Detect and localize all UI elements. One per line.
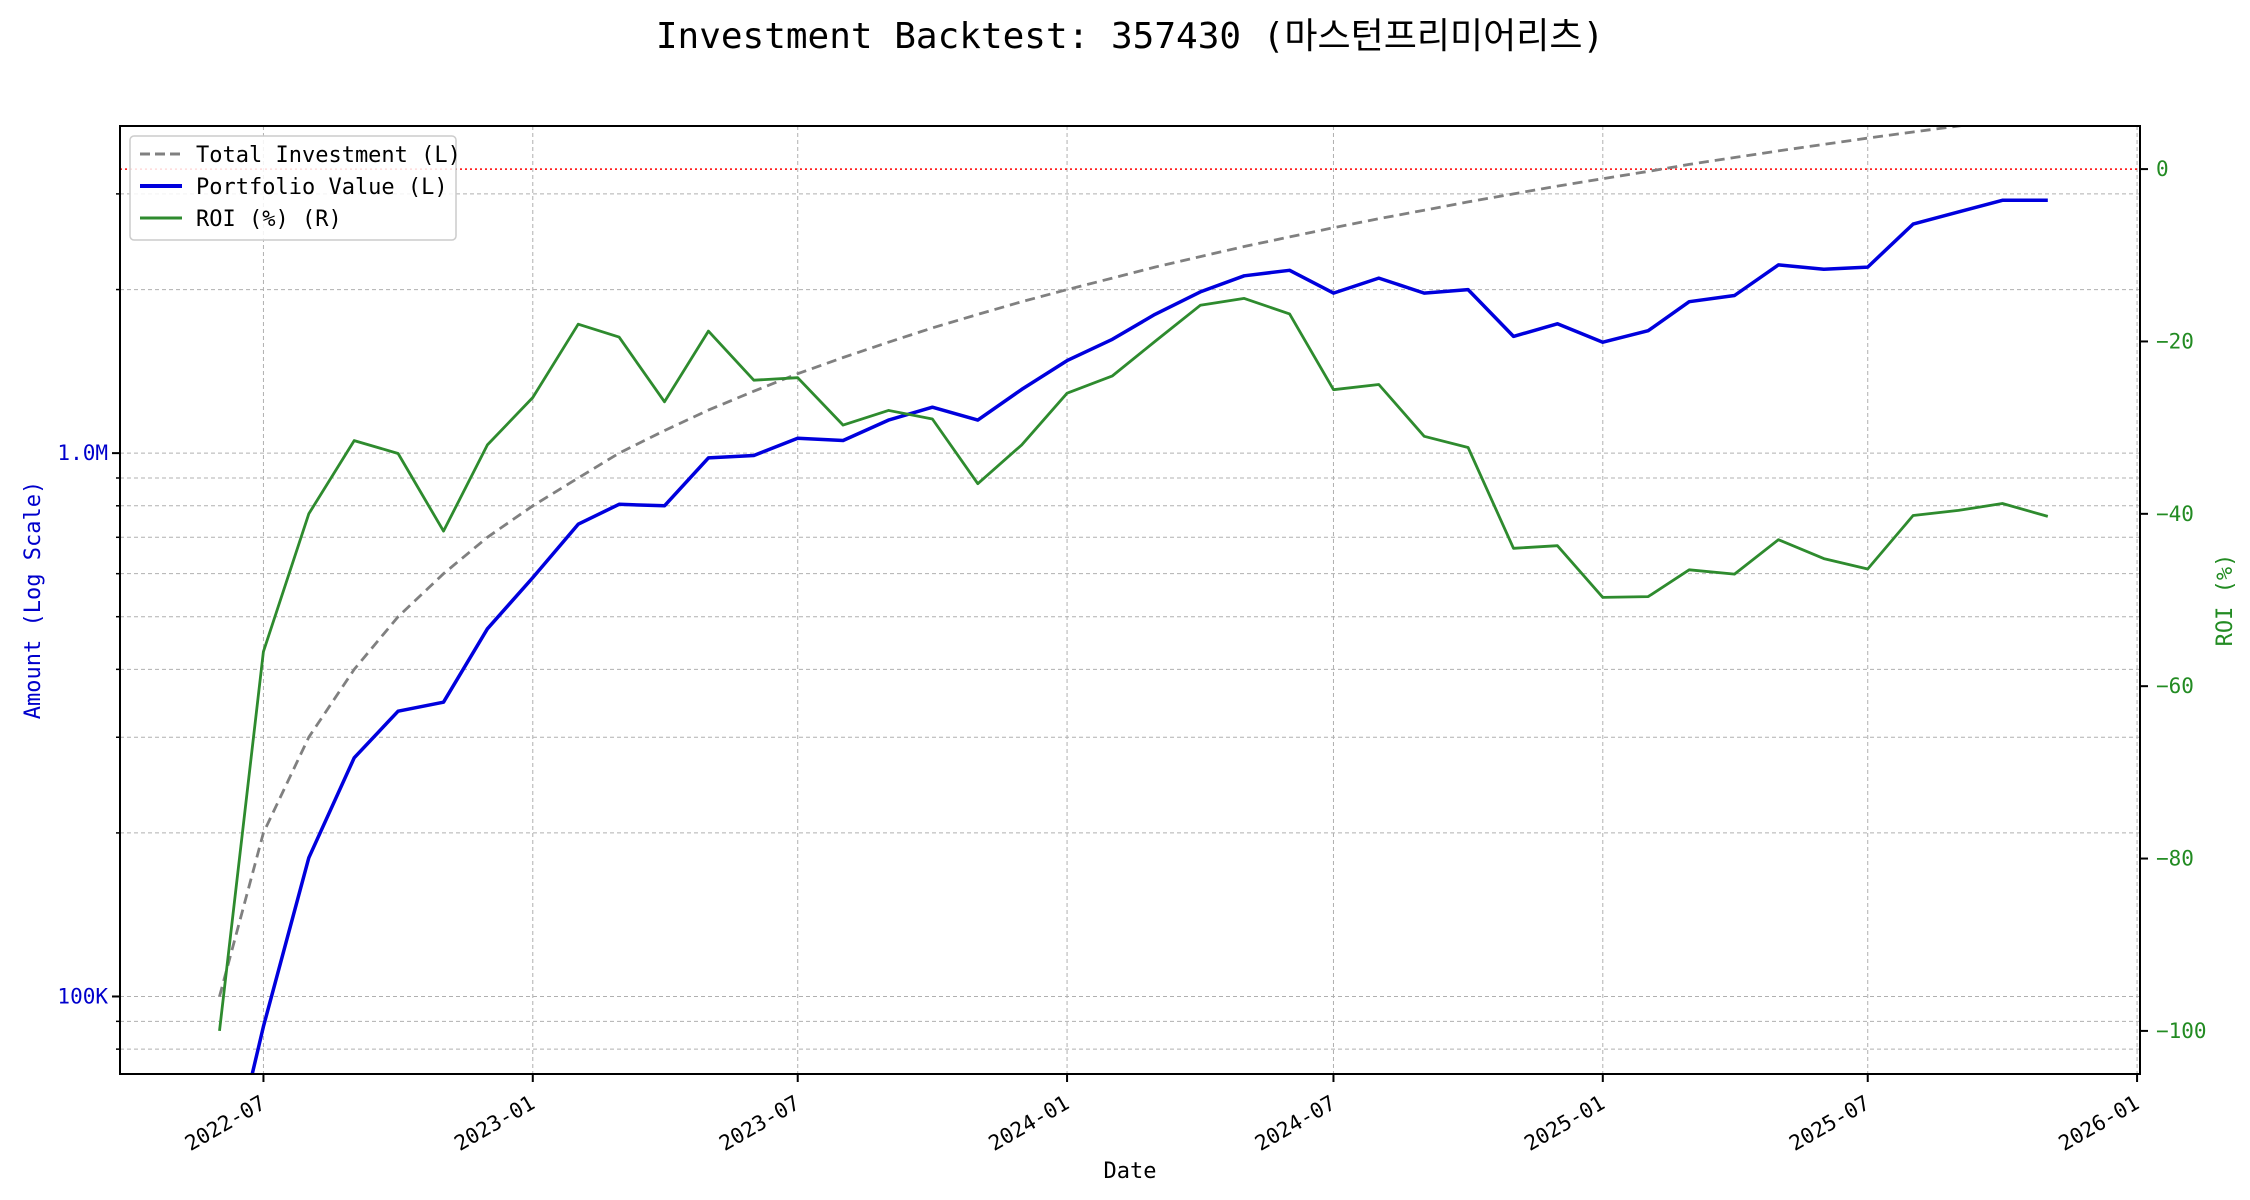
x-tick-label: 2022-07 <box>181 1091 270 1156</box>
x-tick-label: 2024-01 <box>985 1091 1074 1156</box>
right-tick-label: −60 <box>2156 674 2194 698</box>
legend: Total Investment (L) Portfolio Value (L)… <box>129 135 461 241</box>
legend-label-portfolio-value: Portfolio Value (L) <box>196 175 448 200</box>
x-tick-label: 2024-07 <box>1251 1091 1340 1156</box>
right-tick-label: 0 <box>2156 157 2169 181</box>
x-tick-label: 2026-01 <box>2055 1091 2144 1156</box>
portfolio-value-line <box>250 198 2048 1074</box>
roi-line <box>218 296 2049 1032</box>
legend-label-roi: ROI (%) (R) <box>196 207 342 232</box>
x-tick-label: 2023-01 <box>450 1091 539 1156</box>
x-axis-label: Date <box>1104 1159 1157 1184</box>
total-investment-line <box>218 126 1970 997</box>
left-tick-label: 100K <box>57 984 108 1008</box>
right-tick-label: −40 <box>2156 502 2194 526</box>
x-tick-label: 2025-01 <box>1520 1091 1609 1156</box>
left-tick-label: 1.0M <box>57 441 108 465</box>
legend-box <box>129 135 457 241</box>
right-y-axis-label: ROI (%) <box>2213 554 2238 647</box>
x-tick-label: 2023-07 <box>715 1091 804 1156</box>
legend-label-total-investment: Total Investment (L) <box>196 143 461 168</box>
plot-frame <box>119 125 2141 1075</box>
x-tick-label: 2025-07 <box>1785 1091 1874 1156</box>
series-layer <box>120 126 2140 1074</box>
left-y-axis-label: Amount (Log Scale) <box>21 481 46 719</box>
axis-layer: 2022-07 2023-01 2023-07 2024-01 2024-07 2025-… <box>57 157 2206 1156</box>
right-tick-label: −80 <box>2156 847 2194 871</box>
chart-title: Investment Backtest: 357430 (마스턴프리미어리츠) <box>656 16 1604 57</box>
right-tick-label: −20 <box>2156 329 2194 353</box>
right-tick-label: −100 <box>2156 1019 2207 1043</box>
